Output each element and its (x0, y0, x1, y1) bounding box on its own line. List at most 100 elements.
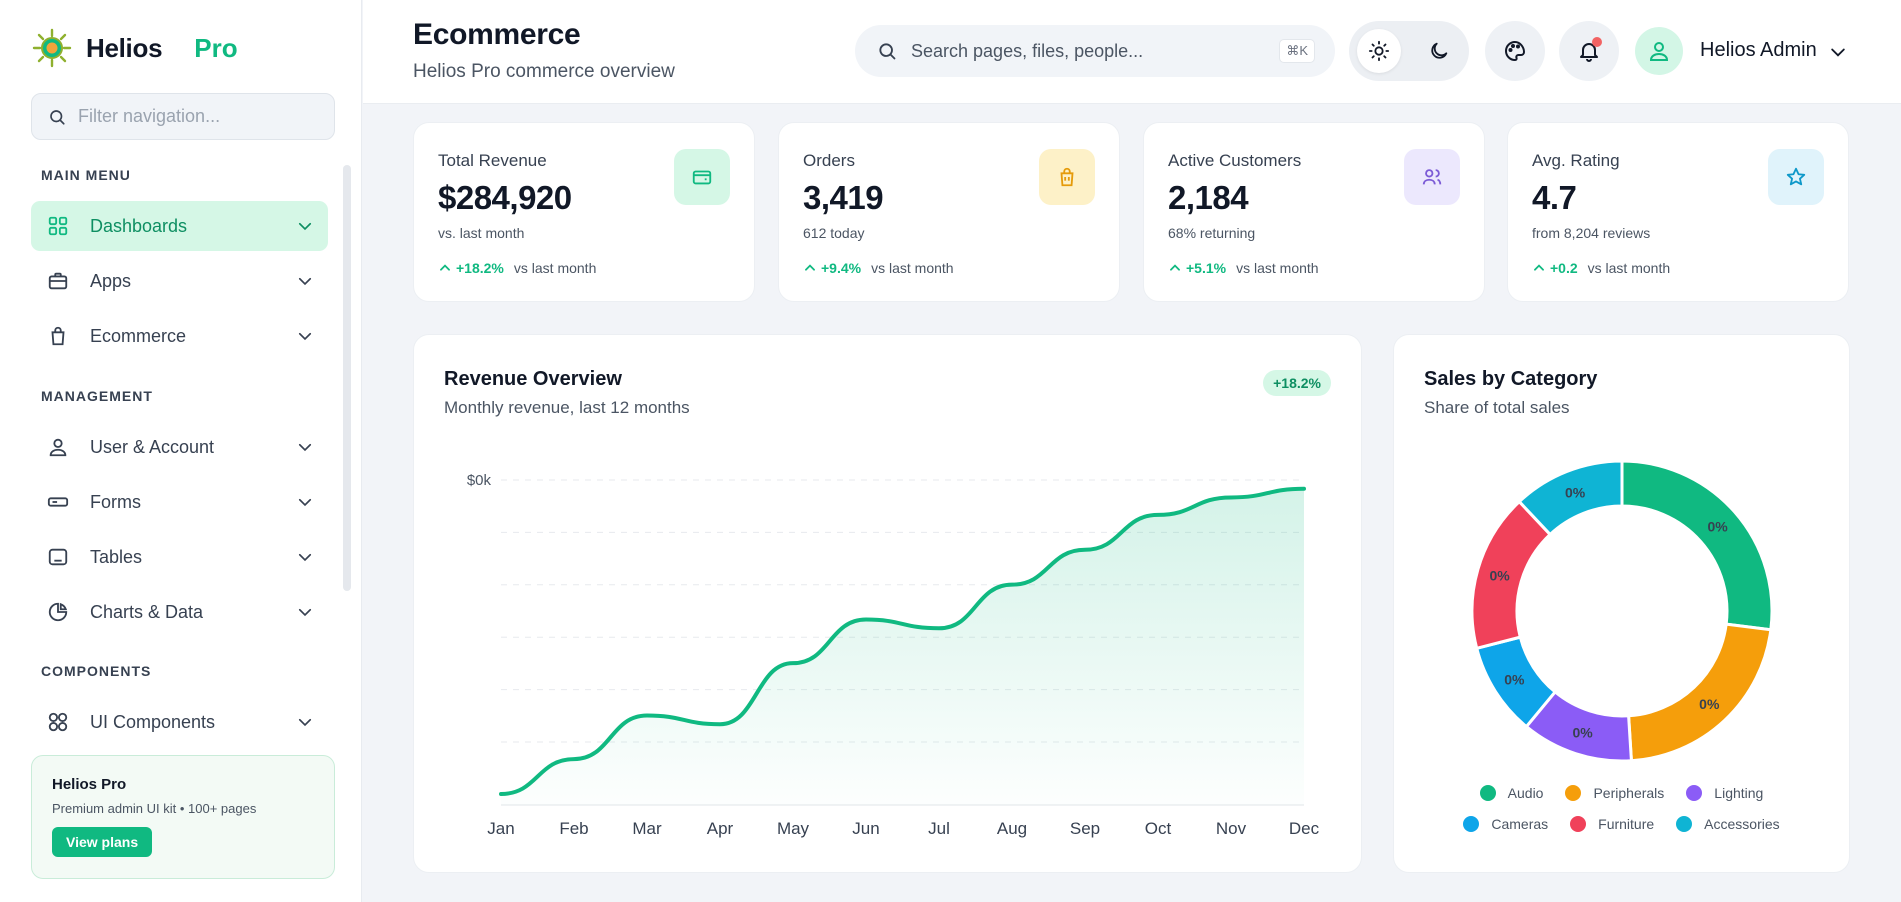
legend-label: Cameras (1491, 816, 1549, 832)
sidebar: Helios Pro MAIN MENU Dashboards Apps Eco… (0, 0, 362, 902)
user-name[interactable]: Helios Admin (1700, 39, 1817, 61)
data-point (572, 757, 576, 761)
chevron-down-icon (298, 332, 312, 341)
form-input-icon (46, 490, 70, 514)
search-icon (50, 109, 65, 125)
legend-item-lighting[interactable]: Lighting (1686, 785, 1763, 801)
stat-label: Total Revenue (438, 151, 547, 170)
donut-slice-audio[interactable] (1620, 459, 1774, 632)
stat-label: Active Customers (1168, 151, 1302, 170)
stat-label: Avg. Rating (1532, 151, 1620, 170)
palette-icon (1505, 40, 1526, 62)
data-point (1083, 548, 1087, 552)
legend-item-audio[interactable]: Audio (1479, 785, 1543, 801)
data-point (499, 792, 503, 796)
donut-slice-peripherals[interactable] (1627, 622, 1773, 763)
brand[interactable]: Helios Pro (32, 28, 238, 68)
trend-up-icon (1534, 264, 1544, 271)
user-icon (46, 435, 70, 459)
legend-dot (1570, 816, 1587, 832)
legend-row: Cameras Furniture Accessories (1394, 816, 1849, 832)
trend-up-icon (440, 264, 450, 271)
trend-value: +0.2 (1550, 260, 1578, 276)
slice-label: 0% (1572, 724, 1593, 740)
data-point (1229, 495, 1233, 499)
revenue-title: Revenue Overview (444, 368, 622, 390)
sidebar-item-label: Forms (90, 491, 141, 512)
sidebar-item-ecommerce[interactable]: Ecommerce (31, 311, 328, 361)
view-plans-button[interactable]: View plans (52, 827, 153, 857)
legend-row: Audio Peripherals Lighting (1394, 785, 1849, 801)
trend-value: +5.1% (1186, 260, 1227, 276)
chevron-down-icon (298, 608, 312, 617)
bell-icon (1580, 43, 1598, 62)
palette-button[interactable] (1485, 21, 1545, 81)
slice-label: 0% (1699, 696, 1720, 712)
stat-card-customers: Active Customers 2,184 68% returning +5.… (1143, 122, 1485, 302)
sidebar-item-label: Apps (90, 270, 132, 291)
legend-item-furniture[interactable]: Furniture (1570, 816, 1654, 832)
top-header: Ecommerce Helios Pro commerce overview ⌘… (363, 0, 1901, 104)
sun-icon[interactable] (1357, 29, 1401, 73)
x-tick-label: Mar (632, 819, 662, 838)
chevron-down-icon (298, 718, 312, 727)
trend-label: vs last month (1236, 260, 1319, 276)
category-donut-chart[interactable]: 0% 0% 0% 0% 0% 0% (1394, 435, 1851, 795)
x-tick-label: Feb (559, 819, 588, 838)
legend-dot (1463, 816, 1480, 832)
stat-card-rating: Avg. Rating 4.7 from 8,204 reviews +0.2 … (1507, 122, 1849, 302)
sidebar-item-tables[interactable]: Tables (31, 532, 328, 582)
x-tick-label: Dec (1289, 819, 1320, 838)
sidebar-scrollbar[interactable] (343, 165, 351, 591)
nav-filter-field[interactable] (31, 93, 335, 140)
legend-label: Accessories (1704, 816, 1780, 832)
shopping-bag-icon (1039, 149, 1095, 205)
sidebar-item-charts-data[interactable]: Charts & Data (31, 587, 328, 637)
data-point (718, 722, 722, 726)
promo-description: Premium admin UI kit • 100+ pages (52, 801, 257, 816)
chevron-down-icon (298, 553, 312, 562)
stat-value: $284,920 (438, 179, 572, 216)
chevron-down-icon[interactable] (1828, 42, 1848, 62)
grid-icon (46, 214, 70, 238)
stat-subtext: 68% returning (1168, 225, 1256, 241)
search-input[interactable] (911, 40, 1271, 62)
theme-toggle[interactable] (1349, 21, 1469, 81)
x-tick-label: Oct (1145, 819, 1172, 838)
sidebar-item-user-account[interactable]: User & Account (31, 422, 328, 472)
pie-chart-icon (46, 600, 70, 624)
chevron-down-icon (298, 222, 312, 231)
sidebar-item-forms[interactable]: Forms (31, 477, 328, 527)
legend-item-accessories[interactable]: Accessories (1676, 816, 1780, 832)
section-label-management: MANAGEMENT (41, 388, 153, 404)
trend-value: +9.4% (821, 260, 862, 276)
moon-icon[interactable] (1417, 29, 1461, 73)
legend-dot (1676, 816, 1693, 832)
stat-trend: +9.4% vs last month (803, 260, 954, 276)
slice-label: 0% (1489, 567, 1510, 583)
avatar[interactable] (1635, 27, 1683, 75)
revenue-subtitle: Monthly revenue, last 12 months (444, 398, 690, 417)
stat-subtext: from 8,204 reviews (1532, 225, 1651, 241)
donut-slice-accessories[interactable] (1517, 459, 1624, 537)
table-icon (46, 545, 70, 569)
notifications-button[interactable] (1559, 21, 1619, 81)
legend-item-cameras[interactable]: Cameras (1463, 816, 1548, 832)
slice-label: 0% (1504, 671, 1525, 687)
nav-filter-input[interactable] (78, 106, 318, 127)
revenue-badge: +18.2% (1263, 370, 1331, 396)
chevron-down-icon (298, 443, 312, 452)
sidebar-item-apps[interactable]: Apps (31, 256, 328, 306)
y-tick-label: $0k (467, 472, 492, 489)
data-point (937, 626, 941, 630)
x-tick-label: Aug (997, 819, 1027, 838)
sun-logo-icon (32, 28, 72, 68)
trend-up-icon (1170, 264, 1180, 271)
search-field[interactable]: ⌘K (855, 25, 1335, 77)
legend-item-peripherals[interactable]: Peripherals (1565, 785, 1664, 801)
sidebar-item-ui-components[interactable]: UI Components (31, 697, 328, 747)
brand-name: Helios (86, 32, 163, 63)
revenue-overview-card: Revenue Overview Monthly revenue, last 1… (413, 334, 1362, 873)
promo-title: Helios Pro (52, 776, 127, 793)
sidebar-item-dashboards[interactable]: Dashboards (31, 201, 328, 251)
